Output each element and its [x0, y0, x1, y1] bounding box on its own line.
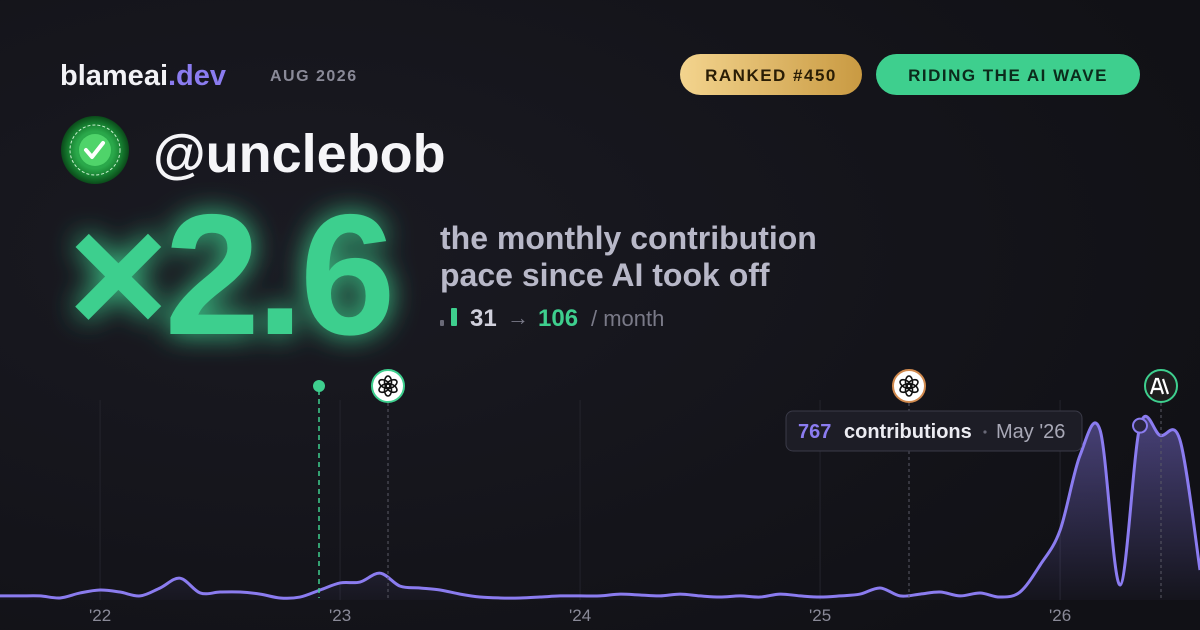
chart: '22 '23 '24 '25 '26 — [0, 400, 1200, 625]
tooltip-value: 767 — [798, 421, 831, 443]
brand-name: blameai — [60, 60, 168, 92]
tooltip: 767 contributions May '26 — [785, 410, 1083, 452]
x-tick-label: '23 — [329, 606, 351, 625]
tooltip-date: May '26 — [996, 421, 1065, 443]
pace-icon — [451, 308, 457, 326]
caption-line: pace since AI took off — [440, 257, 770, 293]
pace-unit: / month — [591, 306, 664, 331]
caption-line: the monthly contribution — [440, 220, 817, 256]
multiplier: ×2.6 — [68, 179, 392, 371]
arrow: → — [507, 305, 529, 330]
pace-after: 106 — [538, 305, 578, 332]
pace-before: 31 — [470, 305, 497, 332]
x-tick-label: '26 — [1049, 606, 1071, 625]
tooltip-label: contributions — [844, 421, 972, 443]
line — [0, 415, 1200, 600]
status-badge-text: RIDING THE AI WAVE — [908, 66, 1108, 85]
x-tick-label: '24 — [569, 606, 591, 625]
rank-badge — [680, 54, 862, 95]
hover-point — [1132, 417, 1148, 434]
event-markers — [313, 369, 1178, 598]
brand: blameai.dev — [60, 60, 226, 92]
tooltip-box — [785, 410, 1083, 452]
brand-tld: .dev — [168, 60, 226, 92]
x-tick-label: '25 — [809, 606, 831, 625]
date: AUG 2026 — [270, 68, 358, 85]
rank-badge-text: RANKED #450 — [705, 66, 837, 85]
pace-icon — [440, 320, 444, 326]
handle: @unclebob — [153, 124, 446, 184]
tooltip-separator — [983, 430, 987, 434]
avatar — [61, 116, 129, 184]
area — [0, 416, 1200, 600]
status-badge — [876, 54, 1140, 95]
x-tick-label: '22 — [89, 606, 111, 625]
